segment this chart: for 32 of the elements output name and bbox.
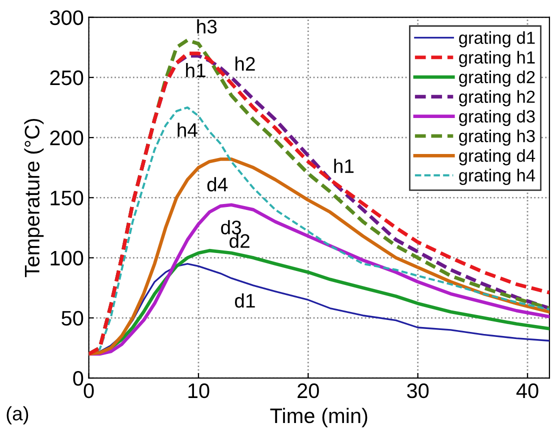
annotation: h3 — [197, 19, 217, 34]
y-tick-label: 0 — [73, 371, 84, 386]
y-tick-label: 200 — [50, 130, 84, 146]
annotation: h4 — [178, 122, 198, 137]
annotation: h2 — [236, 56, 255, 71]
x-tick-label: 20 — [298, 383, 319, 398]
x-tick-label: 40 — [516, 383, 538, 398]
annotation: d3 — [221, 220, 242, 234]
y-tick-label: 100 — [50, 250, 84, 266]
y-axis-title: Temperature (°C) — [24, 118, 44, 278]
y-tick-label: 300 — [50, 10, 84, 26]
x-tick-label: 10 — [188, 383, 210, 398]
legend-label: grating d1 — [459, 31, 535, 48]
legend-label: grating d2 — [459, 70, 535, 87]
annotation: d4 — [207, 177, 228, 192]
x-axis-title: Time (min) — [270, 408, 368, 428]
legend-label: grating h2 — [459, 90, 535, 106]
legend-label: grating h1 — [459, 50, 535, 68]
annotation: h1 — [334, 158, 354, 173]
x-tick-label: 30 — [407, 383, 429, 398]
y-tick-label: 250 — [50, 70, 84, 86]
x-tick-label: 0 — [84, 383, 94, 398]
legend-label: grating d4 — [459, 149, 536, 166]
text: (a) — [6, 406, 28, 424]
annotation: d2 — [230, 234, 250, 248]
legend-label: grating d3 — [459, 110, 535, 126]
legend-label: grating h3 — [459, 129, 535, 146]
annotation: h1 — [186, 63, 206, 78]
legend-label: grating h4 — [459, 168, 536, 185]
annotation: d1 — [234, 293, 255, 308]
y-tick-label: 50 — [62, 310, 84, 326]
y-tick-label: 150 — [50, 190, 84, 206]
